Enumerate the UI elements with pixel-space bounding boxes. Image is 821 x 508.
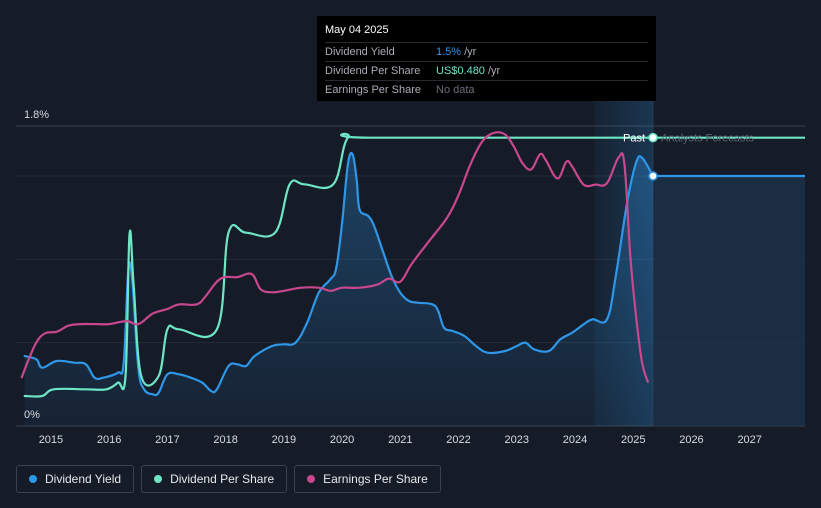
x-tick-label: 2020 (330, 434, 354, 446)
x-tick-label: 2024 (563, 434, 587, 446)
tooltip-label: Dividend Per Share (325, 65, 421, 77)
chart-tooltip: May 04 2025 Dividend Yield 1.5% /yr Divi… (317, 16, 656, 101)
legend-dot-icon (307, 475, 316, 483)
tooltip-date: May 04 2025 (325, 24, 389, 36)
dividend-per-share-line (23, 132, 655, 398)
earnings-per-share-line (20, 131, 649, 383)
x-tick-label: 2023 (505, 434, 529, 446)
x-tick-label: 2022 (446, 434, 470, 446)
tooltip-label: Earnings Per Share (325, 84, 421, 96)
x-tick-label: 2016 (97, 434, 121, 446)
axis-labels: 2015 2016 2017 2018 2019 2020 2021 2022 2023 2024… (24, 109, 762, 446)
x-tick-label: 2026 (679, 434, 703, 446)
tooltip-unit: /yr (464, 46, 477, 58)
x-tick-label: 2018 (213, 434, 237, 446)
chart-legend: Dividend Yield Dividend Per Share Earnin… (16, 465, 441, 493)
tooltip-unit: /yr (487, 65, 501, 77)
x-tick-label: 2025 (621, 434, 645, 446)
current-markers (648, 132, 658, 181)
legend-label: Dividend Per Share (170, 472, 275, 486)
legend-dot-icon (29, 475, 37, 483)
tooltip-row-earnings-per-share: Earnings Per Share No data (325, 80, 648, 99)
legend-dot-icon (154, 475, 163, 483)
x-tick-label: 2021 (388, 434, 412, 446)
y-tick-label: 0% (24, 409, 40, 421)
legend-dividend-per-share[interactable]: Dividend Per Share (141, 465, 288, 493)
forecast-label: Analysts Forecasts (661, 133, 754, 145)
x-tick-label: 2027 (737, 434, 761, 446)
legend-label: Dividend Yield (45, 472, 122, 486)
x-tick-label: 2019 (272, 434, 296, 446)
tooltip-value: US$0.480 (436, 65, 485, 77)
tooltip-label: Dividend Yield (325, 46, 395, 58)
tooltip-row-dividend-per-share: Dividend Per Share US$0.480 /yr (325, 61, 648, 80)
tooltip-value: 1.5% (436, 46, 462, 58)
legend-label: Earnings Per Share (323, 472, 428, 486)
legend-dividend-yield[interactable]: Dividend Yield (16, 465, 135, 493)
dividend-yield-current-point (648, 171, 658, 181)
series-lines (20, 131, 805, 398)
forecast-area (653, 176, 805, 426)
x-tick-label: 2015 (39, 434, 63, 446)
tooltip-row-dividend-yield: Dividend Yield 1.5% /yr (325, 42, 648, 61)
dividend-per-share-current-point (648, 132, 658, 143)
x-tick-label: 2017 (155, 434, 179, 446)
y-tick-label: 1.8% (24, 109, 49, 121)
tooltip-value: No data (436, 84, 475, 96)
past-label: Past (623, 133, 645, 145)
legend-earnings-per-share[interactable]: Earnings Per Share (294, 465, 441, 493)
